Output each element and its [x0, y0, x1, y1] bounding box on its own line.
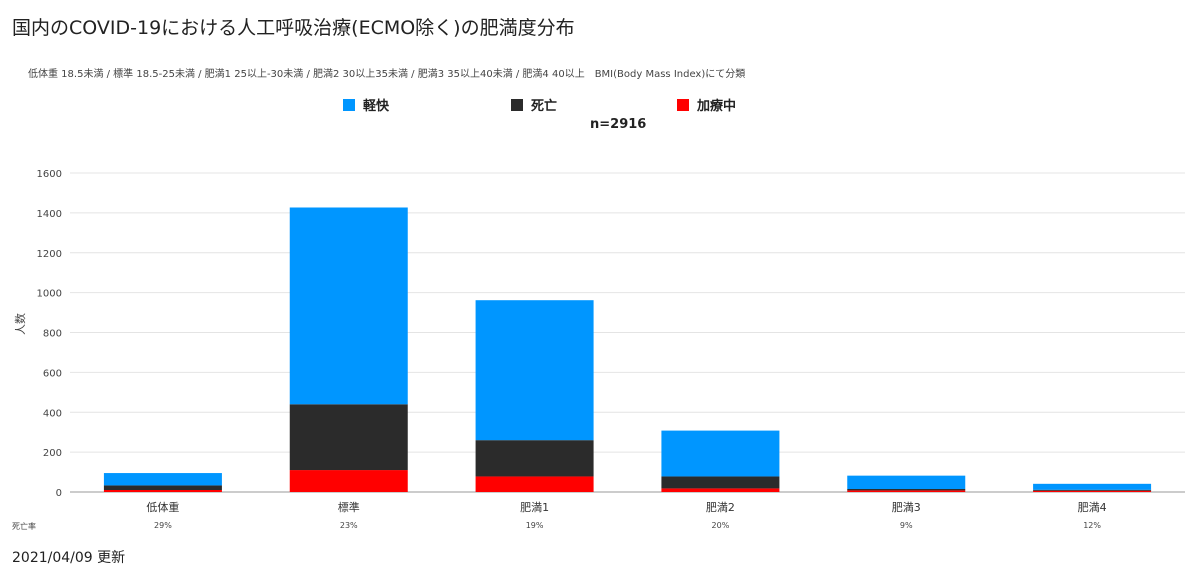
legend-item-treating: 加療中 — [677, 95, 736, 114]
y-tick-label: 600 — [43, 368, 62, 379]
bar-segment — [847, 490, 966, 492]
bar-segment — [661, 488, 780, 492]
y-tick-label: 800 — [43, 329, 62, 340]
bar-segment — [103, 490, 222, 492]
death-rate-value: 29% — [154, 521, 172, 530]
bar-segment — [1033, 490, 1152, 492]
bar-segment — [475, 300, 594, 441]
x-tick-label: 肥満1 — [520, 501, 549, 514]
y-tick-label: 200 — [43, 448, 62, 459]
y-tick-label: 400 — [43, 408, 62, 419]
death-rate-value: 23% — [339, 521, 358, 530]
updated-date: 2021/04/09 更新 — [12, 550, 126, 566]
x-tick-label: 肥満3 — [892, 501, 921, 514]
bar-segment — [475, 440, 594, 477]
bar-segment — [847, 489, 966, 491]
bar-segment — [661, 430, 780, 477]
legend: 軽快 死亡 加療中 — [0, 95, 1200, 115]
legend-swatch-death — [511, 98, 523, 111]
death-rate-value: 9% — [899, 521, 913, 530]
bar-segment — [475, 476, 594, 492]
chart-title: 国内のCOVID-19における人工呼吸治療(ECMO除く)の肥満度分布 — [12, 17, 575, 39]
bar-segment — [103, 485, 222, 491]
legend-label-recovered: 軽快 — [363, 99, 390, 114]
death-rate-value: 12% — [1083, 521, 1101, 530]
bar-segment — [1033, 489, 1152, 491]
y-tick-label: 1000 — [37, 289, 62, 300]
sample-size: n=2916 — [590, 117, 647, 132]
legend-swatch-treating — [677, 98, 689, 111]
x-tick-label: 肥満2 — [706, 501, 735, 514]
bar-segment — [289, 404, 408, 471]
legend-label-treating: 加療中 — [697, 99, 737, 114]
y-tick-label: 1400 — [37, 209, 62, 220]
legend-label-death: 死亡 — [531, 99, 558, 114]
bar-segment — [661, 476, 780, 489]
bar-segment — [103, 473, 222, 486]
death-rate-value: 19% — [525, 521, 544, 530]
chart-subtitle: 低体重 18.5未満 / 標準 18.5-25未満 / 肥満1 25以上-30未… — [28, 69, 746, 80]
bar-segment — [1033, 483, 1152, 490]
bar-segment — [847, 475, 966, 490]
x-tick-label: 標準 — [338, 500, 360, 514]
y-tick-label: 0 — [56, 488, 62, 499]
bar-segment — [289, 207, 408, 405]
legend-item-recovered: 軽快 — [343, 95, 389, 114]
legend-item-death: 死亡 — [511, 95, 557, 114]
y-tick-label: 1600 — [37, 169, 62, 180]
bar-segment — [289, 470, 408, 492]
death-rate-value: 20% — [711, 521, 730, 530]
y-tick-label: 1200 — [37, 249, 62, 260]
legend-swatch-recovered — [343, 98, 355, 111]
x-tick-label: 低体重 — [146, 500, 179, 514]
death-rate-label: 死亡率 — [12, 522, 36, 531]
x-tick-label: 肥満4 — [1078, 501, 1107, 514]
